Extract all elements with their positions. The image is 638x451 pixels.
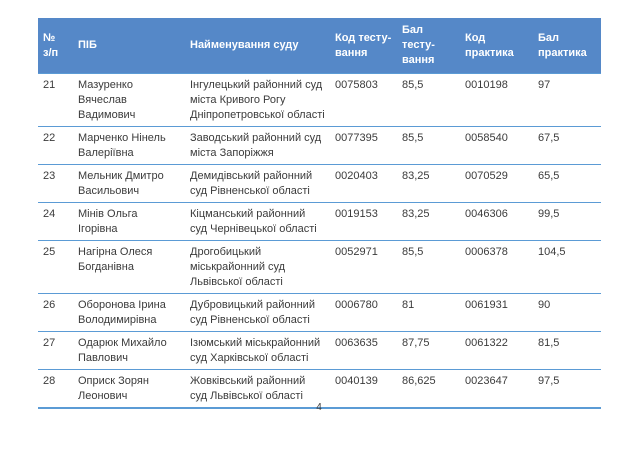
cell-num: 26 (38, 293, 73, 332)
cell-num: 21 (38, 73, 73, 127)
cell-practice-score: 99,5 (533, 202, 601, 241)
cell-num: 27 (38, 331, 73, 370)
cell-test-code: 0063635 (330, 331, 397, 370)
cell-practice-score: 104,5 (533, 240, 601, 294)
column-header-num: № з/п (38, 18, 73, 74)
column-header-name: ПІБ (73, 18, 185, 74)
table-row: 28 Оприск Зорян Леонович Жовківський рай… (38, 369, 601, 409)
cell-test-code: 0077395 (330, 126, 397, 165)
cell-test-score: 85,5 (397, 126, 460, 165)
table-row: 22 Марченко Нінель Валеріївна Заводський… (38, 126, 601, 165)
column-header-test-score: Бал тесту- вання (397, 18, 460, 74)
cell-name: Оприск Зорян Леонович (73, 369, 185, 409)
page-number: 4 (316, 402, 322, 413)
cell-name: Оборонова Ірина Володимирівна (73, 293, 185, 332)
cell-practice-score: 65,5 (533, 164, 601, 203)
table-row: 21 Мазуренко Вячеслав Вадимович Інгулець… (38, 73, 601, 127)
cell-test-score: 83,25 (397, 202, 460, 241)
cell-test-code: 0006780 (330, 293, 397, 332)
cell-num: 25 (38, 240, 73, 294)
cell-test-score: 87,75 (397, 331, 460, 370)
cell-practice-code: 0070529 (460, 164, 533, 203)
cell-test-code: 0040139 (330, 369, 397, 409)
table-body: 21 Мазуренко Вячеслав Вадимович Інгулець… (38, 73, 601, 409)
cell-test-code: 0020403 (330, 164, 397, 203)
cell-test-code: 0052971 (330, 240, 397, 294)
cell-court: Демидівський районний суд Рівненської об… (185, 164, 330, 203)
cell-name: Нагірна Олеся Богданівна (73, 240, 185, 294)
cell-court: Дубровицький районний суд Рівненської об… (185, 293, 330, 332)
header-row: № з/п ПІБ Найменування суду Код тесту- в… (38, 18, 601, 74)
cell-court: Ізюмський міськрайонний суд Харківської … (185, 331, 330, 370)
cell-practice-score: 81,5 (533, 331, 601, 370)
cell-num: 22 (38, 126, 73, 165)
table-row: 24 Мінів Ольга Ігорівна Кіцманський райо… (38, 202, 601, 241)
cell-practice-code: 0058540 (460, 126, 533, 165)
cell-practice-score: 97,5 (533, 369, 601, 409)
cell-court: Жовківський районний суд Львівської обла… (185, 369, 330, 409)
cell-practice-code: 0010198 (460, 73, 533, 127)
cell-name: Мінів Ольга Ігорівна (73, 202, 185, 241)
cell-test-code: 0075803 (330, 73, 397, 127)
cell-court: Кіцманський районний суд Чернівецької об… (185, 202, 330, 241)
column-header-practice-score: Бал практика (533, 18, 601, 74)
cell-test-score: 81 (397, 293, 460, 332)
cell-test-score: 85,5 (397, 240, 460, 294)
column-header-test-code: Код тесту- вання (330, 18, 397, 74)
cell-practice-code: 0046306 (460, 202, 533, 241)
cell-court: Заводський районний суд міста Запоріжжя (185, 126, 330, 165)
cell-name: Одарюк Михайло Павлович (73, 331, 185, 370)
cell-test-score: 83,25 (397, 164, 460, 203)
cell-name: Мазуренко Вячеслав Вадимович (73, 73, 185, 127)
cell-name: Марченко Нінель Валеріївна (73, 126, 185, 165)
results-table: № з/п ПІБ Найменування суду Код тесту- в… (38, 18, 601, 409)
cell-num: 24 (38, 202, 73, 241)
cell-practice-code: 0023647 (460, 369, 533, 409)
cell-court: Інгулецький районний суд міста Кривого Р… (185, 73, 330, 127)
table-row: 23 Мельник Дмитро Васильович Демидівськи… (38, 164, 601, 203)
table-row: 26 Оборонова Ірина Володимирівна Дуброви… (38, 293, 601, 332)
column-header-practice-code: Код практика (460, 18, 533, 74)
cell-practice-code: 0061322 (460, 331, 533, 370)
table-row: 27 Одарюк Михайло Павлович Ізюмський міс… (38, 331, 601, 370)
cell-num: 23 (38, 164, 73, 203)
cell-name: Мельник Дмитро Васильович (73, 164, 185, 203)
cell-num: 28 (38, 369, 73, 409)
table-header: № з/п ПІБ Найменування суду Код тесту- в… (38, 18, 601, 74)
table-row: 25 Нагірна Олеся Богданівна Дрогобицький… (38, 240, 601, 294)
cell-practice-score: 97 (533, 73, 601, 127)
cell-practice-code: 0006378 (460, 240, 533, 294)
cell-test-score: 85,5 (397, 73, 460, 127)
cell-test-code: 0019153 (330, 202, 397, 241)
cell-court: Дрогобицький міськрайонний суд Львівсько… (185, 240, 330, 294)
cell-practice-score: 90 (533, 293, 601, 332)
cell-test-score: 86,625 (397, 369, 460, 409)
cell-practice-code: 0061931 (460, 293, 533, 332)
column-header-court: Найменування суду (185, 18, 330, 74)
cell-practice-score: 67,5 (533, 126, 601, 165)
